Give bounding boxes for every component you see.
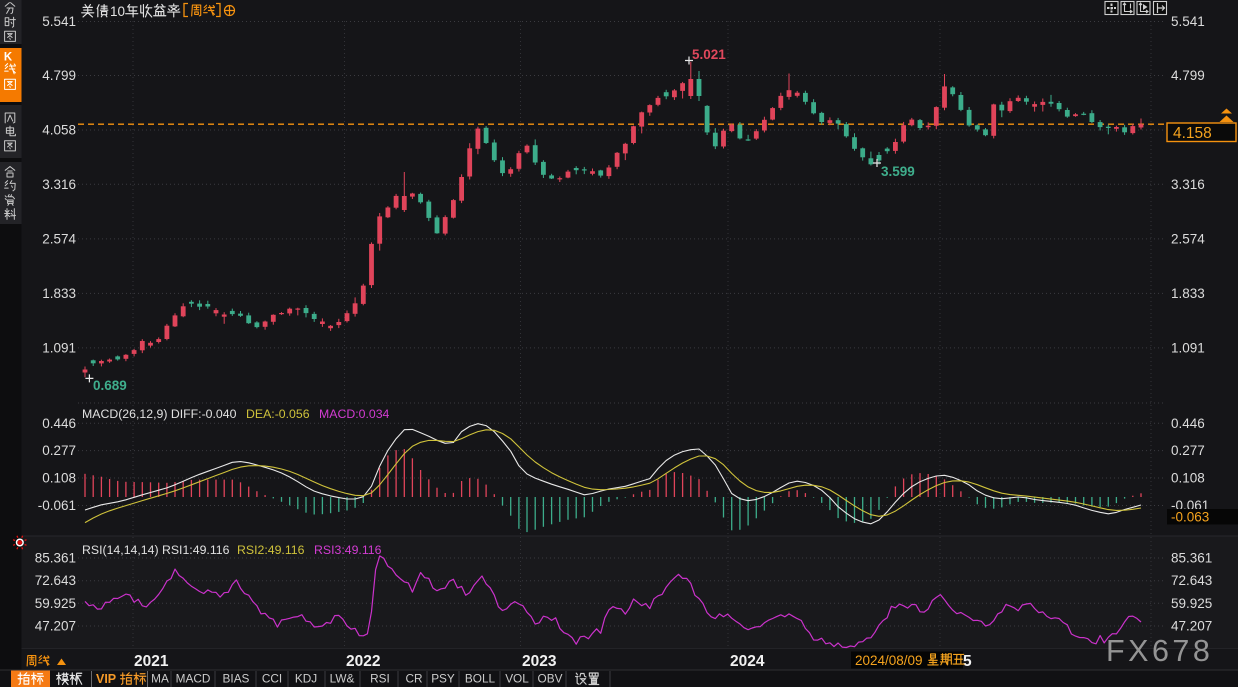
svg-text:2021: 2021	[134, 653, 169, 670]
svg-text:LW&: LW&	[330, 672, 355, 686]
svg-text:47.207: 47.207	[35, 619, 76, 634]
svg-text:4.799: 4.799	[42, 68, 76, 83]
svg-text:0.277: 0.277	[42, 443, 76, 458]
svg-text:5.541: 5.541	[42, 14, 76, 29]
svg-text:47.207: 47.207	[1171, 619, 1212, 634]
svg-text:2.574: 2.574	[1171, 231, 1205, 246]
svg-text:VOL: VOL	[505, 672, 529, 686]
svg-text:0.108: 0.108	[1171, 471, 1205, 486]
svg-text:2023: 2023	[522, 653, 557, 670]
svg-text:2022: 2022	[346, 653, 380, 670]
svg-text:FX678: FX678	[1106, 634, 1213, 668]
svg-text:0.689: 0.689	[93, 378, 127, 393]
svg-text:-0.063: -0.063	[1171, 510, 1209, 525]
svg-text:-0.061: -0.061	[38, 498, 76, 513]
svg-text:RSI2:49.116: RSI2:49.116	[237, 543, 305, 557]
svg-text:RSI3:49.116: RSI3:49.116	[314, 543, 382, 557]
svg-text:MACD: MACD	[176, 672, 211, 686]
svg-text:59.925: 59.925	[1171, 596, 1212, 611]
svg-text:72.643: 72.643	[1171, 573, 1212, 588]
svg-text:72.643: 72.643	[35, 573, 76, 588]
svg-text:CR: CR	[405, 672, 422, 686]
svg-text:MA: MA	[151, 672, 169, 686]
svg-text:4.058: 4.058	[42, 123, 76, 138]
svg-text:0.277: 0.277	[1171, 443, 1205, 458]
svg-text:2024/08/09: 2024/08/09	[855, 653, 923, 668]
svg-text:CCI: CCI	[262, 672, 282, 686]
svg-text:4.158: 4.158	[1173, 125, 1212, 142]
svg-text:MACD:0.034: MACD:0.034	[319, 407, 390, 421]
svg-text:0.108: 0.108	[42, 471, 76, 486]
svg-text:3.599: 3.599	[881, 164, 915, 179]
svg-text:BOLL: BOLL	[465, 672, 496, 686]
svg-text:VIP: VIP	[96, 672, 116, 686]
svg-text:PSY: PSY	[431, 672, 455, 686]
svg-text:0.446: 0.446	[1171, 416, 1205, 431]
svg-text:2024: 2024	[730, 653, 765, 670]
svg-text:KDJ: KDJ	[295, 672, 317, 686]
svg-text:OBV: OBV	[538, 672, 563, 686]
svg-text:85.361: 85.361	[35, 551, 76, 566]
svg-text:0.446: 0.446	[42, 416, 76, 431]
svg-text:1.833: 1.833	[1171, 286, 1205, 301]
svg-text:2.574: 2.574	[42, 231, 76, 246]
svg-text:5: 5	[963, 653, 972, 670]
svg-text:59.925: 59.925	[35, 596, 76, 611]
svg-text:DEA:-0.056: DEA:-0.056	[246, 407, 310, 421]
svg-text:RSI(14,14,14) RSI1:49.116: RSI(14,14,14) RSI1:49.116	[82, 543, 230, 557]
svg-text:4.799: 4.799	[1171, 68, 1205, 83]
svg-text:10: 10	[110, 4, 125, 19]
svg-text:5.541: 5.541	[1171, 14, 1205, 29]
svg-text:RSI: RSI	[370, 672, 390, 686]
svg-text:K: K	[4, 52, 13, 64]
svg-text:3.316: 3.316	[1171, 177, 1205, 192]
svg-text:1.091: 1.091	[1171, 340, 1205, 355]
svg-text:MACD(26,12,9) DIFF:-0.040: MACD(26,12,9) DIFF:-0.040	[82, 407, 237, 421]
svg-text:3.316: 3.316	[42, 177, 76, 192]
svg-text:1.091: 1.091	[42, 340, 76, 355]
svg-text:5.021: 5.021	[692, 47, 726, 62]
svg-text:BIAS: BIAS	[223, 672, 250, 686]
svg-text:1.833: 1.833	[42, 286, 76, 301]
svg-text:85.361: 85.361	[1171, 551, 1212, 566]
